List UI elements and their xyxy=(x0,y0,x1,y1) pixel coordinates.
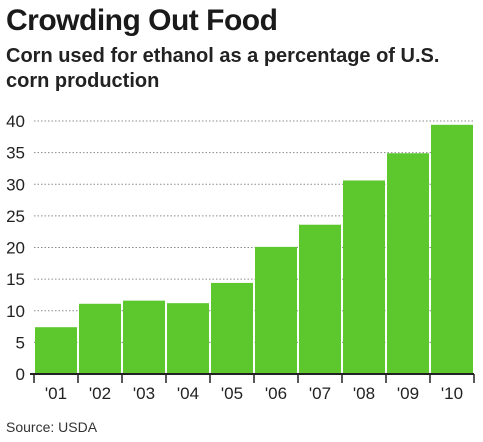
x-tick-label: '09 xyxy=(397,384,419,403)
x-tick-label: '06 xyxy=(265,384,287,403)
bar-04 xyxy=(167,303,209,374)
bar-10 xyxy=(431,124,473,374)
y-tick-label: 0 xyxy=(16,365,25,384)
bar-06 xyxy=(255,246,297,374)
bars xyxy=(35,124,473,374)
bar-08 xyxy=(343,180,385,374)
y-tick-label: 40 xyxy=(6,112,25,131)
bar-02 xyxy=(79,303,121,374)
bar-03 xyxy=(123,300,165,374)
x-tick-label: '08 xyxy=(353,384,375,403)
x-tick-label: '05 xyxy=(221,384,243,403)
bar-07 xyxy=(299,224,341,374)
y-tick-label: 10 xyxy=(6,302,25,321)
bar-09 xyxy=(387,153,429,374)
y-tick-label: 5 xyxy=(16,333,25,352)
bar-05 xyxy=(211,282,253,374)
y-axis: 0 5 10 15 20 25 30 35 40 xyxy=(6,112,25,384)
x-tick-label: '07 xyxy=(309,384,331,403)
y-tick-label: 35 xyxy=(6,144,25,163)
y-tick-label: 30 xyxy=(6,175,25,194)
chart-title: Crowding Out Food xyxy=(6,4,278,37)
x-tick-label: '04 xyxy=(177,384,199,403)
y-tick-label: 20 xyxy=(6,239,25,258)
x-axis: '01 '02 '03 '04 '05 '06 '07 '08 '09 '10 xyxy=(30,373,475,403)
x-tick-label: '10 xyxy=(441,384,463,403)
x-tick-label: '03 xyxy=(133,384,155,403)
bar-01 xyxy=(35,327,77,374)
x-tick-label: '01 xyxy=(45,384,67,403)
x-tick-label: '02 xyxy=(89,384,111,403)
chart-subtitle: Corn used for ethanol as a percentage of… xyxy=(6,45,440,92)
y-tick-label: 25 xyxy=(6,207,25,226)
source-note: Source: USDA xyxy=(6,419,98,435)
y-tick-label: 15 xyxy=(6,270,25,289)
